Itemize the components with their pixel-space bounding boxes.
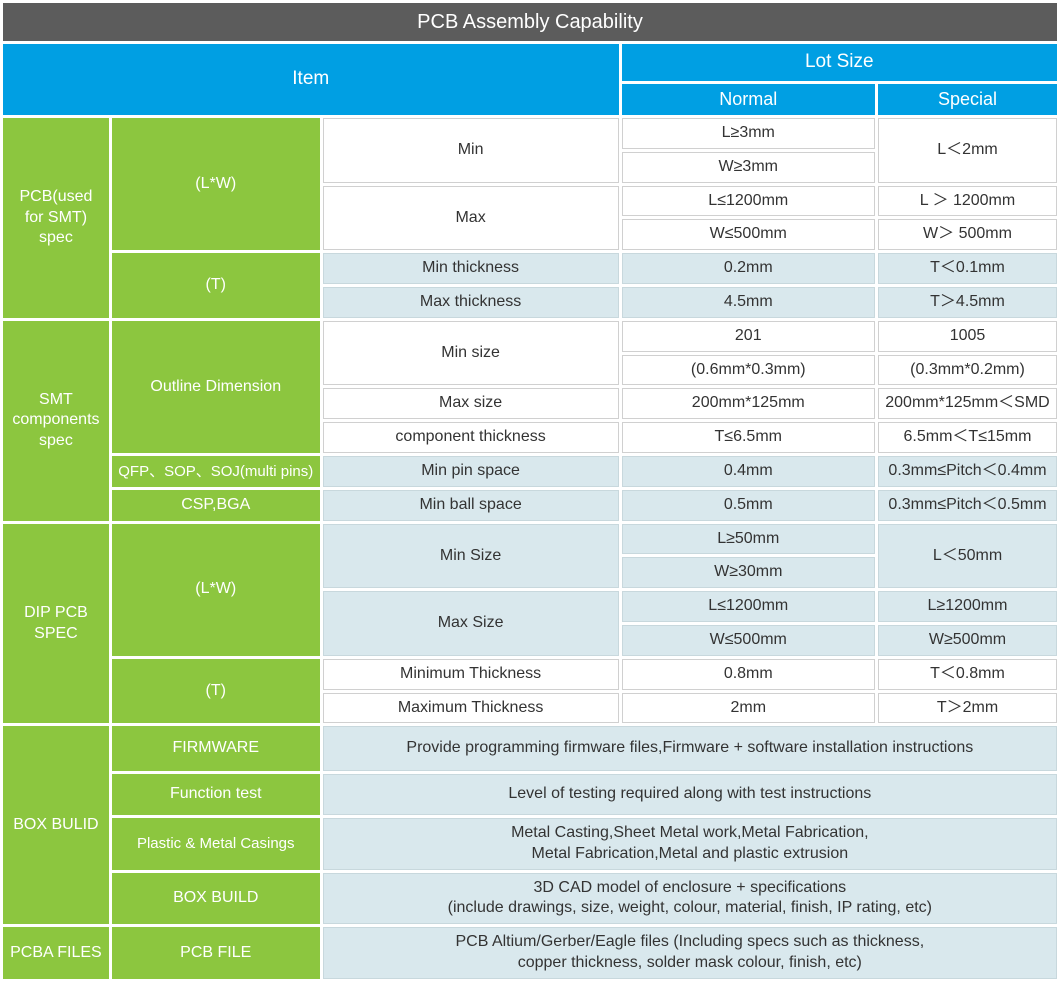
txt: Metal Casting,Sheet Metal work,Metal Fab… (511, 824, 868, 841)
pcb-smt-lw: (L*W) (112, 118, 320, 250)
pcb-smt-max: Max (323, 186, 619, 251)
cell: T＜0.1mm (878, 253, 1057, 284)
header-item: Item (3, 44, 619, 115)
header-row-1: Item Lot Size (3, 44, 1057, 81)
txt: copper thickness, solder mask colour, fi… (518, 954, 862, 971)
header-normal: Normal (622, 84, 875, 115)
cell: Max Size (323, 591, 619, 656)
cell: Provide programming firmware files,Firmw… (323, 726, 1057, 771)
cell: L≤1200mm (622, 591, 875, 622)
cell: W≥30mm (622, 557, 875, 588)
cell: Metal Casting,Sheet Metal work,Metal Fab… (323, 818, 1057, 870)
cell: Level of testing required along with tes… (323, 774, 1057, 815)
box-func: Function test (112, 774, 320, 815)
cell: 0.4mm (622, 456, 875, 487)
dip-t: (T) (112, 659, 320, 724)
box-casings: Plastic & Metal Casings (112, 818, 320, 870)
cell: L ＞ 1200mm (878, 186, 1057, 217)
smt-outline: Outline Dimension (112, 321, 320, 453)
cell: 4.5mm (622, 287, 875, 318)
capability-table: PCB Assembly Capability Item Lot Size No… (0, 0, 1060, 982)
cell: L≤1200mm (622, 186, 875, 217)
cell: 6.5mm＜T≤15mm (878, 422, 1057, 453)
cell: Minimum Thickness (323, 659, 619, 690)
cell: W≤500mm (622, 625, 875, 656)
pcba-files-label: PCBA FILES (3, 927, 109, 979)
pcb-smt-min: Min (323, 118, 619, 183)
txt: PCB Altium/Gerber/Eagle files (Including… (455, 933, 924, 950)
header-special: Special (878, 84, 1057, 115)
cell: 1005 (878, 321, 1057, 352)
txt: Metal Fabrication,Metal and plastic extr… (532, 845, 849, 862)
smt-csp: CSP,BGA (112, 490, 320, 521)
cell: Min Size (323, 524, 619, 589)
cell: W≤500mm (622, 219, 875, 250)
dip-label: DIP PCB SPEC (3, 524, 109, 724)
smt-qfp: QFP、SOP、SOJ(multi pins) (112, 456, 320, 487)
table-title: PCB Assembly Capability (3, 3, 1057, 41)
cell: L≥1200mm (878, 591, 1057, 622)
pcb-smt-t: (T) (112, 253, 320, 318)
txt: (include drawings, size, weight, colour,… (448, 899, 932, 916)
cell: Min thickness (323, 253, 619, 284)
cell: 0.5mm (622, 490, 875, 521)
pcb-file: PCB FILE (112, 927, 320, 979)
cell: 200mm*125mm＜SMD (878, 388, 1057, 419)
header-lot-size: Lot Size (622, 44, 1057, 81)
cell: Min size (323, 321, 619, 386)
cell: component thickness (323, 422, 619, 453)
cell: 0.8mm (622, 659, 875, 690)
cell: (0.6mm*0.3mm) (622, 355, 875, 386)
cell: T＞4.5mm (878, 287, 1057, 318)
title-row: PCB Assembly Capability (3, 3, 1057, 41)
cell: 201 (622, 321, 875, 352)
box-firmware: FIRMWARE (112, 726, 320, 771)
cell: Maximum Thickness (323, 693, 619, 724)
cell: T＞2mm (878, 693, 1057, 724)
cell: 0.2mm (622, 253, 875, 284)
cell: T＜0.8mm (878, 659, 1057, 690)
txt: 3D CAD model of enclosure + specificatio… (534, 879, 847, 896)
pcb-smt-label: PCB(used for SMT) spec (3, 118, 109, 318)
cell: 200mm*125mm (622, 388, 875, 419)
box-label: BOX BULID (3, 726, 109, 924)
cell: L＜2mm (878, 118, 1057, 183)
cell: 3D CAD model of enclosure + specificatio… (323, 873, 1057, 925)
cell: W＞ 500mm (878, 219, 1057, 250)
cell: W≥500mm (878, 625, 1057, 656)
cell: L≥3mm (622, 118, 875, 149)
dip-lw: (L*W) (112, 524, 320, 656)
cell: L＜50mm (878, 524, 1057, 589)
cell: T≤6.5mm (622, 422, 875, 453)
cell: L≥50mm (622, 524, 875, 555)
box-boxbuild: BOX BUILD (112, 873, 320, 925)
cell: 0.3mm≤Pitch＜0.4mm (878, 456, 1057, 487)
cell: W≥3mm (622, 152, 875, 183)
cell: Min pin space (323, 456, 619, 487)
cell: Min ball space (323, 490, 619, 521)
cell: PCB Altium/Gerber/Eagle files (Including… (323, 927, 1057, 979)
smt-comp-label: SMT components spec (3, 321, 109, 521)
cell: 0.3mm≤Pitch＜0.5mm (878, 490, 1057, 521)
cell: (0.3mm*0.2mm) (878, 355, 1057, 386)
cell: 2mm (622, 693, 875, 724)
cell: Max size (323, 388, 619, 419)
cell: Max thickness (323, 287, 619, 318)
